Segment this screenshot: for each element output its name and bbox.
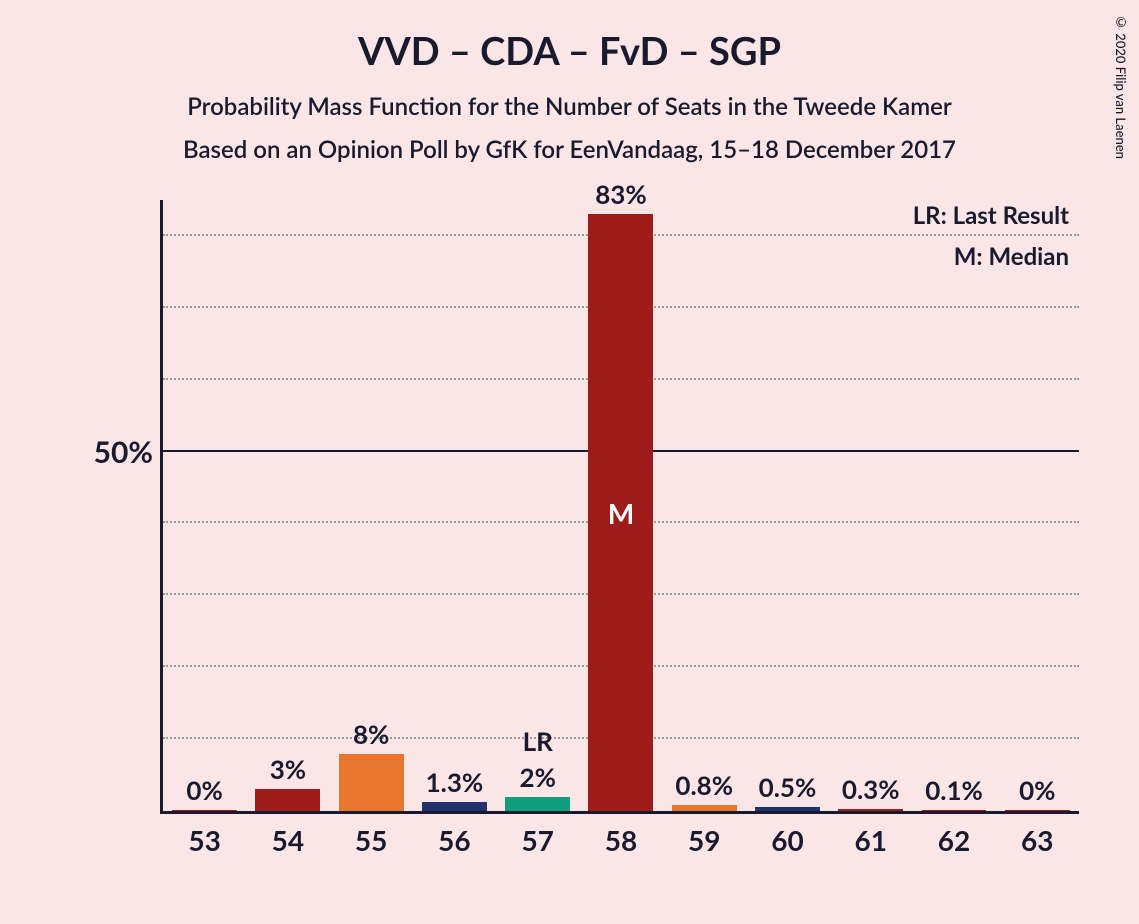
bar-slot: 0%53 [163, 200, 246, 811]
xtick-label: 61 [855, 823, 887, 857]
xtick-label: 58 [605, 823, 637, 857]
bar: 0.8% [672, 805, 737, 811]
bar-slot: 0.3%61 [829, 200, 912, 811]
xtick-label: 59 [688, 823, 720, 857]
bar: 1.3% [422, 802, 487, 811]
bar: 83%M [588, 214, 653, 811]
chart-subtitle-2: Based on an Opinion Poll by GfK for EenV… [0, 135, 1139, 164]
bar-slot: 0.8%59 [663, 200, 746, 811]
xtick-label: 60 [771, 823, 803, 857]
bar-slot: 2%LR57 [496, 200, 579, 811]
bar: 3% [255, 789, 320, 811]
xtick-label: 55 [355, 823, 387, 857]
bar-slot: 83%M58 [579, 200, 662, 811]
bar-slot: 8%55 [330, 200, 413, 811]
bar-slot: 3%54 [246, 200, 329, 811]
bar-value-label: 0.3% [842, 773, 900, 805]
last-result-marker: LR [523, 725, 553, 757]
bar-value-label: 2% [519, 761, 555, 793]
xtick-label: 63 [1021, 823, 1053, 857]
bar-value-label: 3% [270, 753, 306, 785]
bar: 0.3% [838, 809, 903, 811]
xtick-label: 57 [521, 823, 553, 857]
bar-value-label: 1.3% [426, 766, 484, 798]
bar-value-label: 0.8% [675, 769, 733, 801]
copyright-text: © 2020 Filip van Laenen [1113, 14, 1129, 159]
bar: 0% [172, 810, 237, 811]
bars-container: 0%533%548%551.3%562%LR5783%M580.8%590.5%… [163, 200, 1079, 811]
bar: 2%LR [505, 797, 570, 811]
bar-value-label: 0% [1019, 774, 1055, 806]
bar-slot: 0.1%62 [912, 200, 995, 811]
chart-area: LR: Last Result M: Median 50% 0%533%548%… [60, 200, 1079, 864]
plot-area: LR: Last Result M: Median 50% 0%533%548%… [160, 200, 1079, 814]
xtick-label: 62 [938, 823, 970, 857]
bar-value-label: 8% [353, 718, 389, 750]
bar-value-label: 83% [595, 178, 646, 210]
bar: 8% [339, 754, 404, 812]
chart-subtitle-1: Probability Mass Function for the Number… [0, 92, 1139, 121]
bar-slot: 1.3%56 [413, 200, 496, 811]
chart-title: VVD – CDA – FvD – SGP [0, 0, 1139, 74]
bar-value-label: 0% [186, 774, 222, 806]
bar-slot: 0%63 [996, 200, 1079, 811]
bar-value-label: 0.5% [759, 771, 817, 803]
bar-value-label: 0.1% [925, 774, 983, 806]
bar-slot: 0.5%60 [746, 200, 829, 811]
xtick-label: 56 [438, 823, 470, 857]
xtick-label: 54 [272, 823, 304, 857]
median-marker: M [608, 496, 634, 530]
bar: 0% [1005, 810, 1070, 811]
bar: 0.1% [922, 810, 987, 811]
bar: 0.5% [755, 807, 820, 811]
xtick-label: 53 [188, 823, 220, 857]
ytick-label: 50% [94, 434, 153, 470]
